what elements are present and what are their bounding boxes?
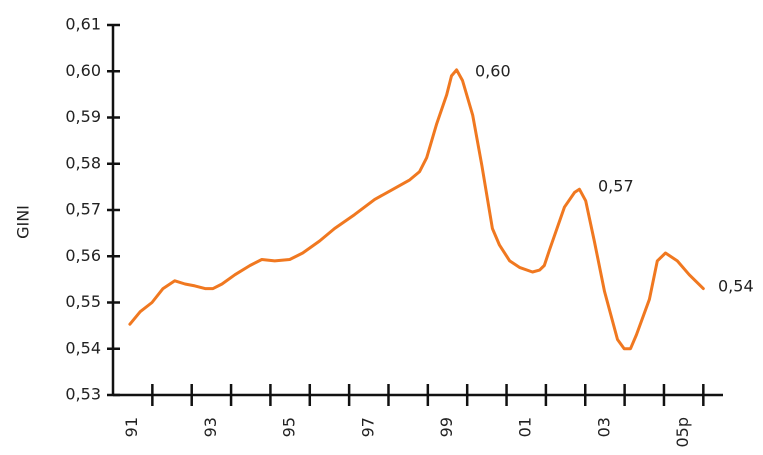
- y-tick-label: 0,56: [65, 246, 101, 265]
- y-tick-label: 0,60: [65, 61, 101, 80]
- x-tick-label: 97: [358, 417, 377, 437]
- annotation: 0,54: [718, 277, 754, 296]
- data-line: [128, 68, 705, 351]
- x-tick-label: 01: [516, 417, 535, 437]
- x-tick-label: 03: [594, 417, 613, 437]
- annotation: 0,57: [598, 177, 634, 196]
- x-tick-label: 95: [280, 417, 299, 437]
- x-tick-label: 99: [437, 417, 456, 437]
- y-tick-label: 0,57: [65, 200, 101, 219]
- y-tick-label: 0,55: [65, 292, 101, 311]
- x-tick-label: 05p: [673, 417, 692, 448]
- y-axis-label: GINI: [14, 205, 33, 239]
- y-tick-label: 0,58: [65, 153, 101, 172]
- annotation: 0,60: [475, 62, 511, 81]
- y-tick-label: 0,59: [65, 107, 101, 126]
- y-tick-label: 0,54: [65, 338, 101, 357]
- y-tick-label: 0,53: [65, 385, 101, 404]
- x-tick-label: 93: [201, 417, 220, 437]
- y-tick-label: 0,61: [65, 15, 101, 34]
- x-tick-label: 91: [122, 417, 141, 437]
